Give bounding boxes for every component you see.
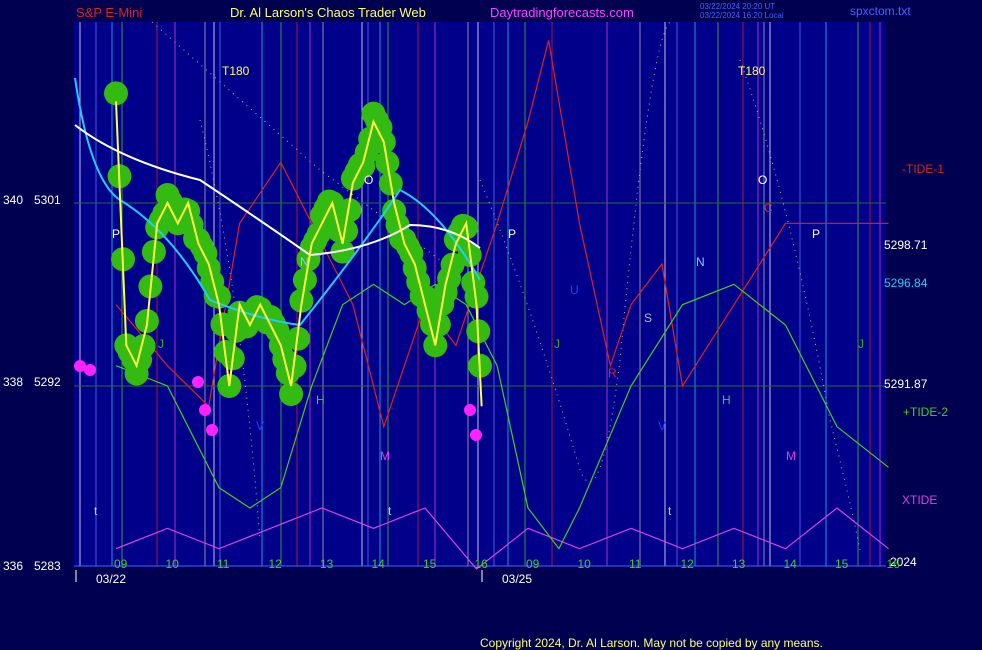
tide2-series — [115, 283, 889, 550]
chart-marker: V — [658, 419, 666, 433]
price-bubble — [131, 334, 156, 359]
chart-marker: R — [608, 366, 617, 380]
chart-marker: C — [764, 201, 773, 215]
tide2-line — [115, 283, 889, 550]
y-alt-336: 336 — [3, 559, 23, 573]
price-bubble — [337, 198, 362, 223]
chart-markers: T180 T180 P P P O O U S N N R C H H M M J J J V Vt t t — [94, 64, 864, 518]
tide1-series — [115, 40, 889, 429]
hour-label: 15 — [423, 557, 437, 571]
hour-label: 09 — [114, 557, 128, 571]
hot-bubble — [464, 404, 476, 416]
x-hour-labels: 09 10 11 12 13 14 15 16 09 10 11 12 13 14 15 16 — [114, 557, 900, 571]
copyright: Copyright 2024, Dr. Al Larson. May not b… — [480, 636, 823, 650]
timestamp-local: 03/22/2024 16:20 Local — [700, 11, 784, 20]
tide2-label: +TIDE-2 — [903, 405, 948, 419]
hour-label: 10 — [578, 557, 592, 571]
chart-marker: H — [722, 393, 731, 407]
site-url[interactable]: Daytradingforecasts.com — [490, 5, 634, 20]
level-label-1: 5298.71 — [884, 238, 928, 252]
hour-label: 14 — [372, 557, 386, 571]
hour-label: 16 — [887, 557, 901, 571]
timestamp-ut: 03/22/2024 20:20 UT — [700, 2, 775, 11]
hour-label: 13 — [320, 557, 334, 571]
chart-marker: P — [508, 227, 516, 241]
chart-marker: S — [644, 311, 652, 325]
hour-label: 15 — [835, 557, 849, 571]
hour-label: 09 — [526, 557, 540, 571]
chart-marker: t — [94, 504, 98, 518]
hour-label: 10 — [166, 557, 180, 571]
price-bubble — [207, 284, 231, 309]
price-bubble — [464, 284, 489, 309]
level-label-2: 5296.84 — [884, 276, 928, 290]
hour-label: 13 — [732, 557, 746, 571]
date-label-1: 03/22 — [96, 572, 126, 586]
chart-marker: H — [316, 393, 325, 407]
dotted-curve — [739, 59, 861, 551]
y-label-5283: 5283 — [34, 559, 61, 573]
dotted-forecast-curves — [151, 21, 861, 551]
slow-moving-average — [74, 124, 481, 257]
hot-bubble — [74, 360, 86, 372]
xtide-label: XTIDE — [902, 493, 937, 507]
chart-marker: V — [256, 419, 264, 433]
hour-label: 12 — [681, 557, 695, 571]
chart-marker: t — [388, 504, 392, 518]
date-label-2: 03/25 — [502, 572, 532, 586]
price-bubble — [279, 382, 304, 406]
chart-marker: T180 — [222, 64, 250, 78]
xtide-series — [115, 507, 889, 570]
chart-marker: J — [554, 337, 560, 351]
hour-label: 14 — [784, 557, 798, 571]
symbol-title: S&P E-Mini — [76, 5, 142, 20]
chart-marker: O — [758, 173, 767, 187]
site-title: Dr. Al Larson's Chaos Trader Web — [230, 5, 426, 20]
moving-averages — [74, 77, 481, 327]
chart-marker: U — [570, 283, 579, 297]
chart-marker: P — [812, 227, 820, 241]
chart-marker: P — [112, 227, 120, 241]
chart-marker: T180 — [738, 64, 766, 78]
y-alt-338: 338 — [3, 375, 23, 389]
fast-moving-average — [74, 77, 481, 327]
chart-marker: M — [786, 449, 796, 463]
chart-marker: O — [364, 173, 373, 187]
year-label: 2024 — [890, 555, 917, 569]
price-line — [115, 101, 483, 407]
data-file-name: spxctom.txt — [850, 4, 911, 18]
y-alt-340: 340 — [3, 193, 23, 207]
hot-bubble — [199, 404, 211, 416]
hot-bubble — [206, 424, 218, 436]
price-bubble — [330, 239, 355, 264]
chart-marker: M — [380, 449, 390, 463]
price-series — [115, 101, 483, 407]
chart-marker: J — [158, 337, 164, 351]
hot-bubble — [470, 429, 482, 441]
price-bubble — [104, 81, 128, 106]
tide1-line — [115, 40, 889, 429]
y-label-5292: 5292 — [34, 375, 61, 389]
price-bubble — [286, 326, 311, 351]
level-label-3: 5291.87 — [884, 377, 928, 391]
chart-marker: t — [668, 504, 672, 518]
hour-label: 11 — [217, 557, 230, 571]
hot-bubble — [192, 376, 204, 388]
chart-marker: N — [300, 255, 309, 269]
chart-marker: N — [696, 255, 705, 269]
chart-marker: J — [858, 337, 864, 351]
hour-label: 11 — [629, 557, 642, 571]
hot-bubble — [84, 364, 96, 376]
hour-label: 12 — [269, 557, 283, 571]
hour-label: 16 — [475, 557, 489, 571]
y-label-5301: 5301 — [34, 193, 61, 207]
xtide-line — [115, 507, 889, 570]
tide1-label: -TIDE-1 — [902, 162, 944, 176]
